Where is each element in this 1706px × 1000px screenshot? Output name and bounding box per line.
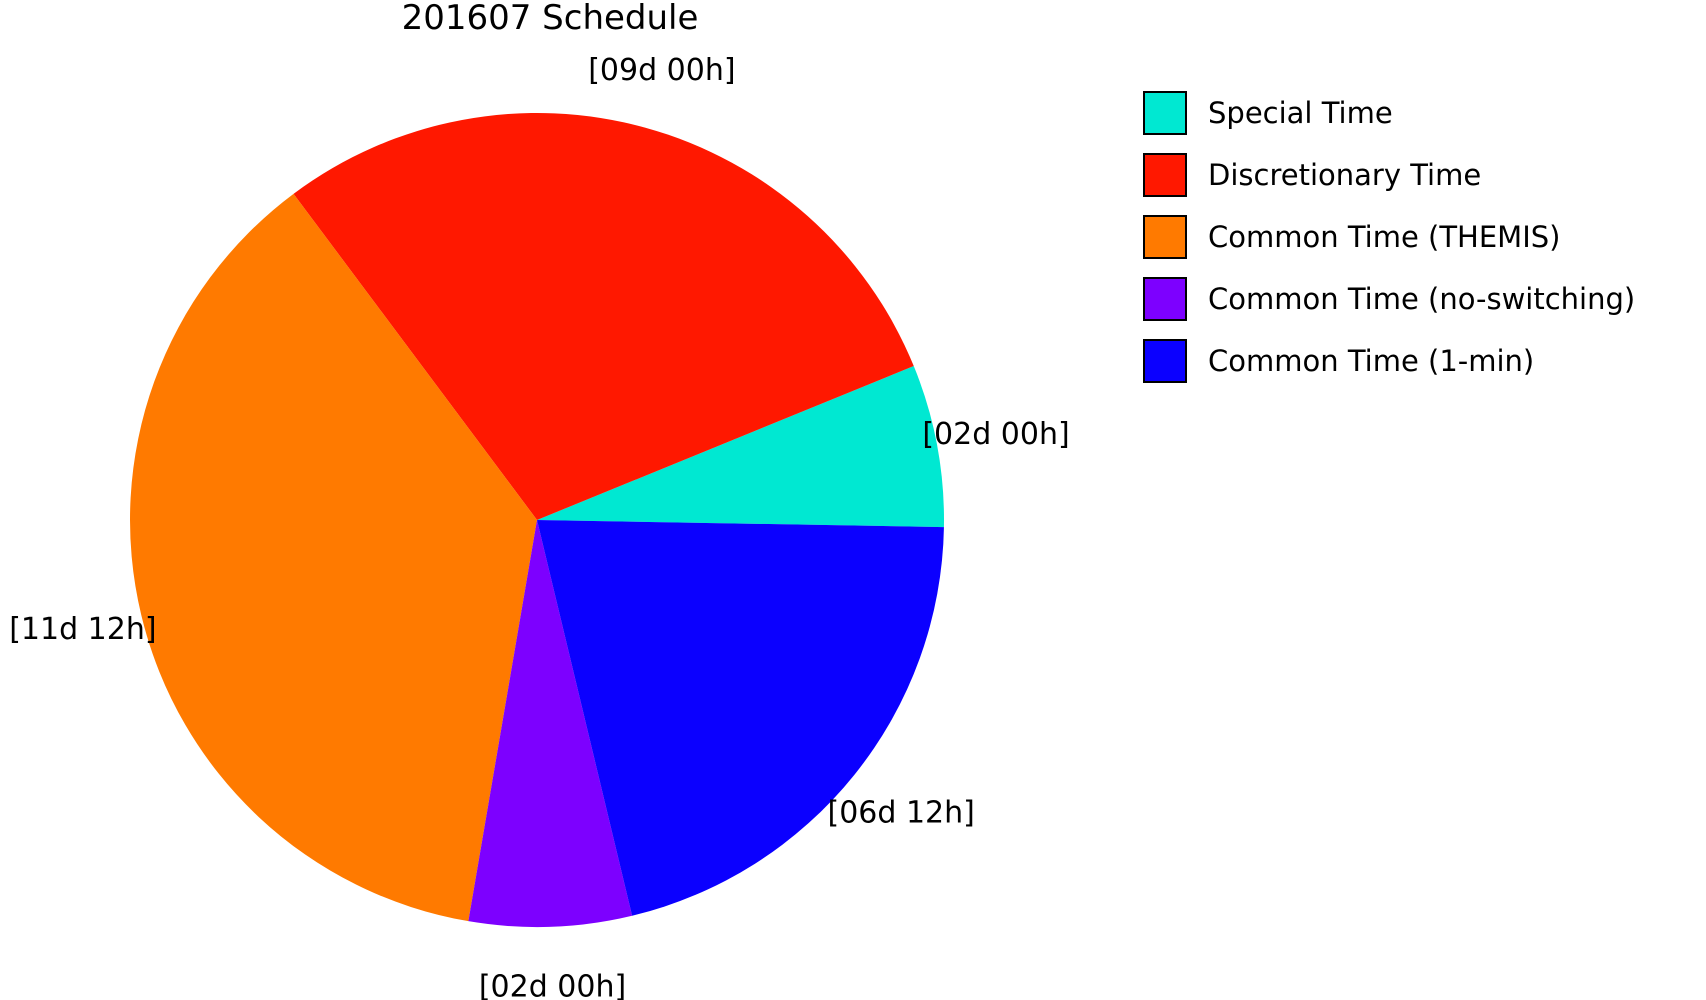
legend-label: Discretionary Time — [1208, 158, 1481, 192]
legend-item: Common Time (no-switching) — [1143, 277, 1635, 321]
legend-label: Common Time (1-min) — [1208, 344, 1534, 378]
legend-item: Common Time (THEMIS) — [1143, 215, 1560, 259]
pie-slice — [468, 520, 633, 928]
pie-slice — [130, 193, 537, 922]
slice-label: [06d 12h] — [828, 795, 975, 830]
legend-item: Discretionary Time — [1143, 153, 1481, 197]
chart-title: 201607 Schedule — [402, 0, 699, 38]
legend-label: Common Time (THEMIS) — [1208, 220, 1560, 254]
legend-item: Special Time — [1143, 91, 1393, 135]
legend-swatch — [1143, 91, 1187, 135]
legend-swatch — [1143, 339, 1187, 383]
slice-labels: [02d 00h] [09d 00h] [11d 12h] [02d 00h] [06d… — [9, 53, 1069, 1000]
legend-swatch — [1143, 277, 1187, 321]
pie-slice — [537, 366, 945, 528]
legend: Special Time Discretionary Time Common Tim… — [1143, 91, 1635, 383]
legend-swatch — [1143, 153, 1187, 197]
pie-slice — [293, 113, 914, 520]
slice-label: [11d 12h] — [9, 612, 156, 647]
legend-item: Common Time (1-min) — [1143, 339, 1534, 383]
slice-label: [02d 00h] — [922, 417, 1069, 452]
pie-slice — [537, 520, 944, 916]
pie-slices — [130, 113, 945, 928]
legend-swatch — [1143, 215, 1187, 259]
slice-label: [02d 00h] — [479, 970, 626, 1000]
legend-label: Special Time — [1208, 96, 1393, 130]
slice-label: [09d 00h] — [588, 53, 735, 88]
legend-label: Common Time (no-switching) — [1208, 282, 1635, 316]
